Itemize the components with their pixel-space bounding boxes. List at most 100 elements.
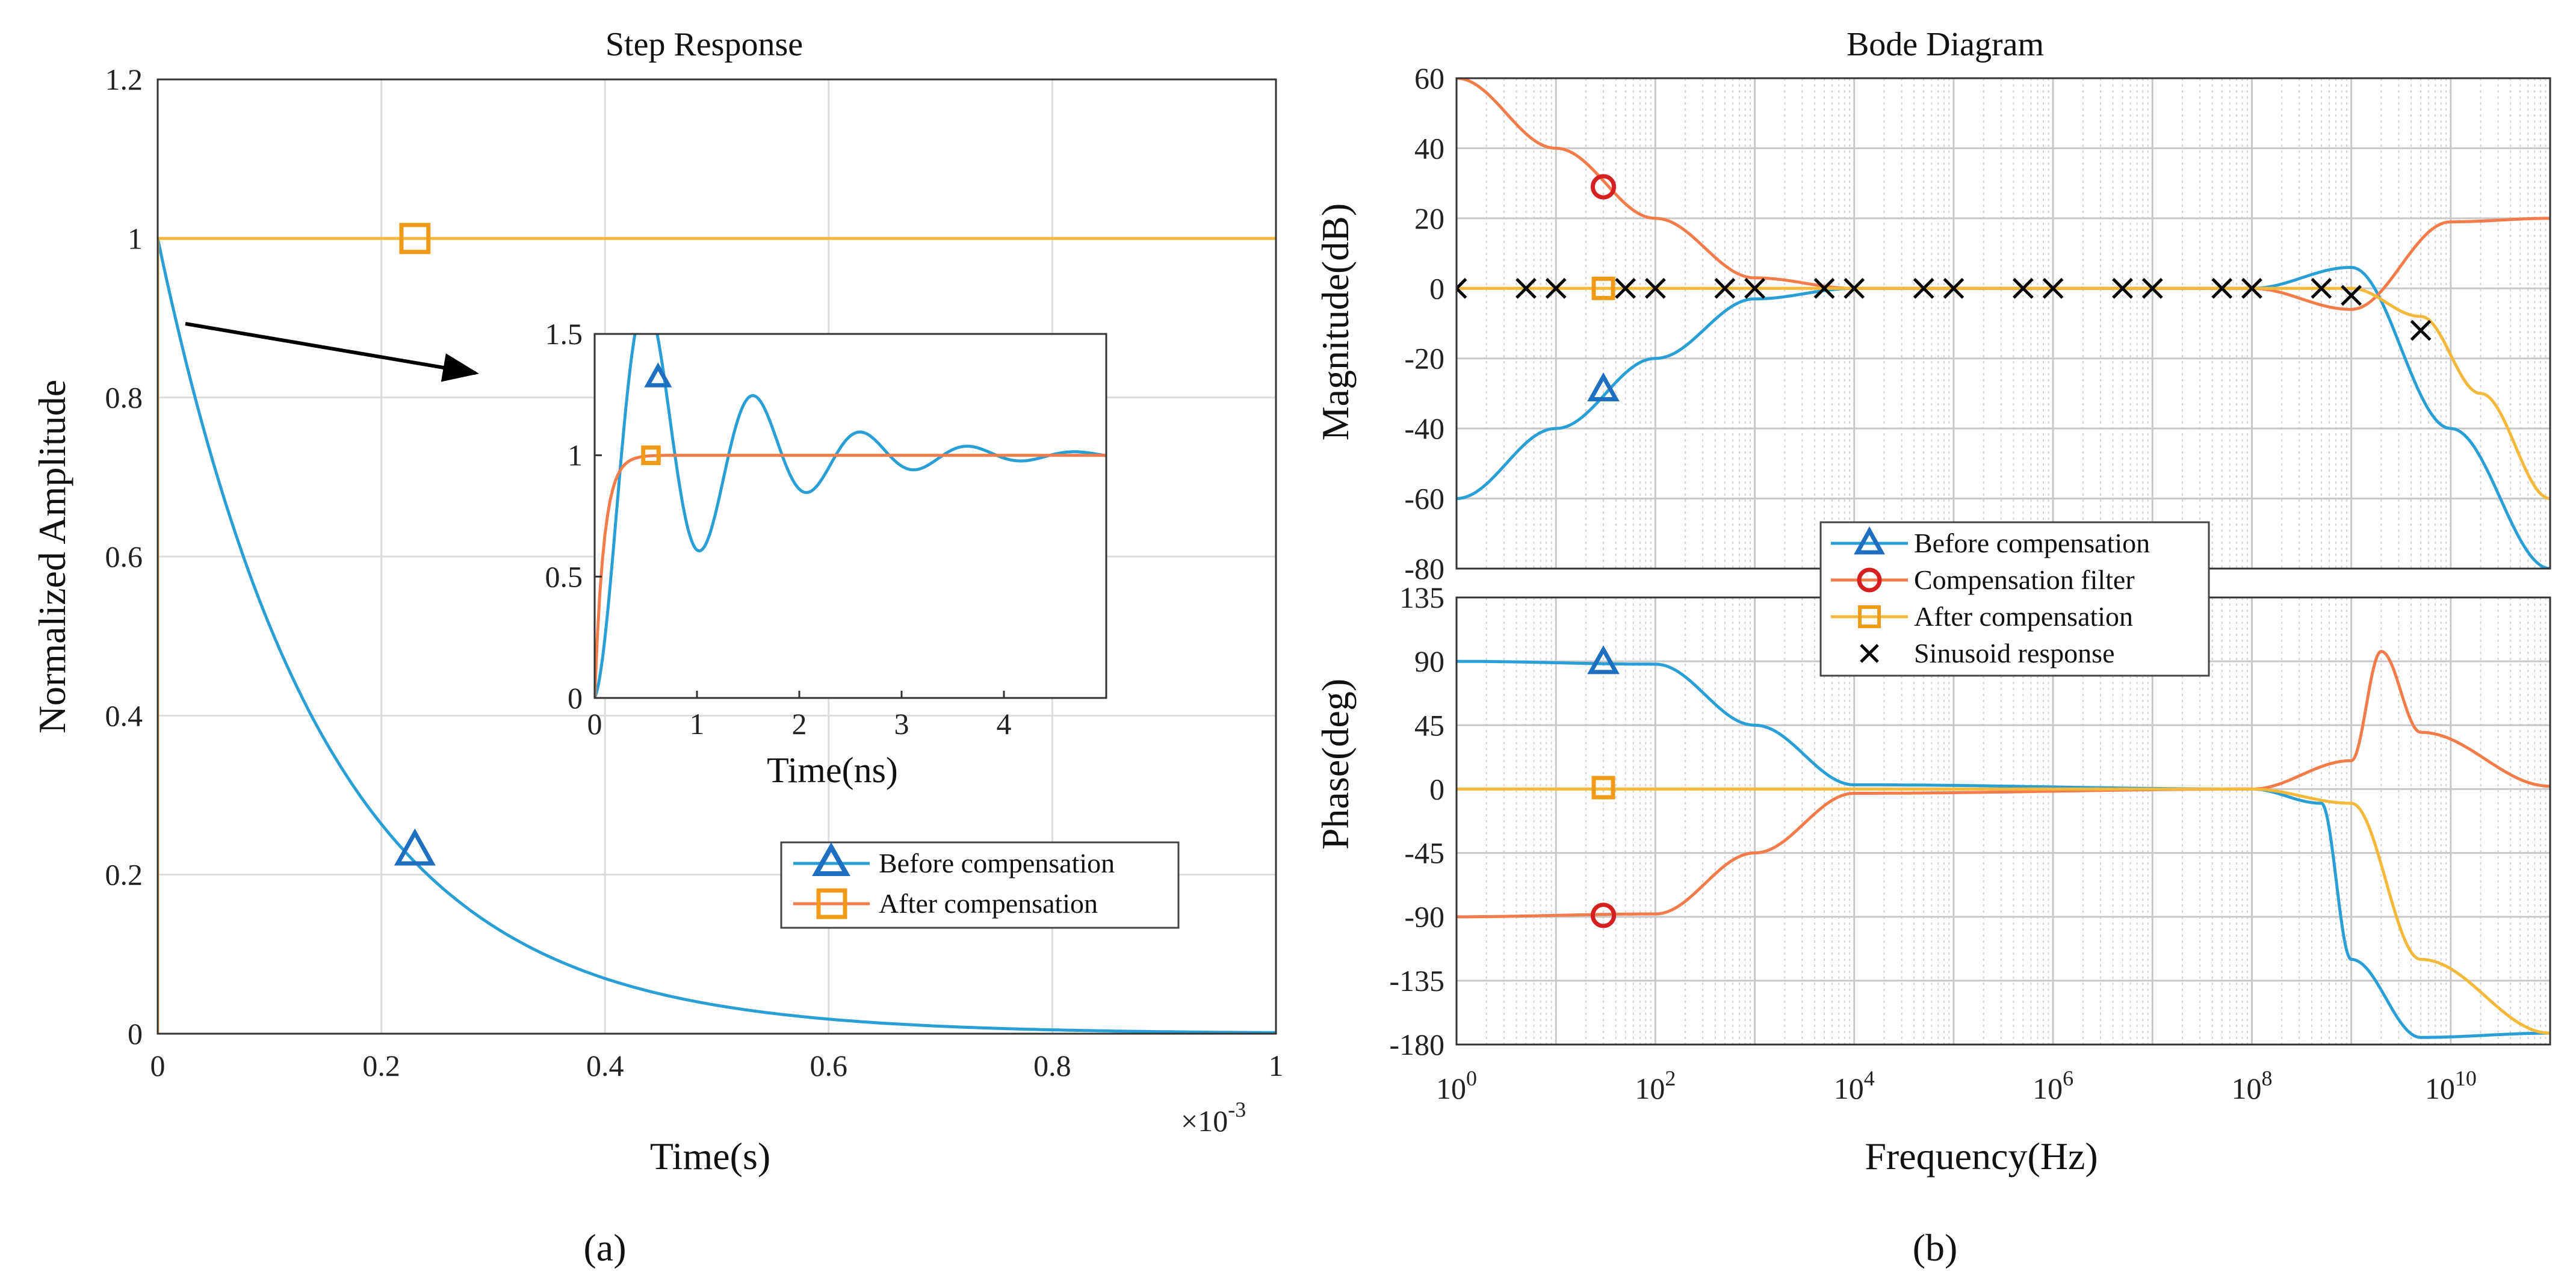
step-inset: 0 1 2 3 4 0 0.5 1 1.5 Time(ns): [545, 317, 1107, 790]
sinusoid-marker: [2241, 277, 2262, 299]
sinusoid-marker: [1457, 277, 1467, 299]
before-marker: [394, 828, 436, 866]
inset-xlabel: Time(ns): [767, 750, 898, 790]
x-tick-label: 108: [2231, 1066, 2272, 1105]
step-series: [158, 223, 1276, 1034]
magnitude-after-marker: [1591, 276, 1615, 300]
magnitude-filter-marker: [1590, 174, 1617, 200]
step-plot-frame: [156, 78, 1277, 1035]
sinusoid-marker: [2013, 277, 2034, 299]
y-tick-label: 0.4: [105, 699, 143, 732]
inset-x-tick-label: 1: [690, 707, 705, 741]
legend-triangle-marker: [812, 842, 850, 876]
sinusoid-marker: [2211, 277, 2233, 299]
sinusoid-marker: [1714, 277, 1736, 299]
inset-y-tick-label: 0: [568, 681, 583, 715]
sinusoid-marker: [1913, 277, 1934, 299]
bode-legend-after: After compensation: [1914, 601, 2133, 632]
sinusoid-marker: [2311, 277, 2332, 299]
bode-legend: Before compensation Compensation filter …: [1819, 521, 2210, 677]
inset-x-tick-label: 3: [894, 707, 909, 741]
inset-series: [595, 334, 1106, 698]
step-response-chart: Step Response 0 0.2 0.4 0.6 0.8 1 0 0.2 0.4 0.6 0.…: [31, 26, 1284, 1177]
sinusoid-marker: [2141, 277, 2163, 299]
sinusoid-marker: [1813, 277, 1835, 299]
bode-legend-triangle: [1854, 526, 1885, 555]
bode-legend-filter: Compensation filter: [1914, 564, 2135, 595]
step-title: Step Response: [605, 26, 803, 63]
sinusoid-marker: [1615, 277, 1636, 299]
y-tick-label: -80: [1404, 552, 1444, 585]
sinusoid-marker: [2410, 319, 2432, 341]
inset-after-marker: [641, 445, 661, 465]
step-x-multiplier: ×10-3: [1181, 1097, 1246, 1138]
inset-x-tick-label: 2: [792, 707, 807, 741]
inset-y-tick-label: 1: [568, 439, 583, 472]
magnitude-ylabel: Magnitude(dB): [1314, 203, 1357, 441]
magnitude-before-marker: [1587, 372, 1620, 402]
y-tick-label: -60: [1404, 482, 1444, 516]
x-tick-label: 0: [150, 1049, 166, 1082]
y-tick-label: -135: [1389, 964, 1444, 998]
phase-before-marker: [1587, 645, 1620, 674]
x-tick-label: 106: [2033, 1066, 2073, 1105]
y-tick-label: 0: [128, 1017, 143, 1051]
sinusoid-marker: [1545, 277, 1567, 299]
y-tick-label: -90: [1404, 900, 1444, 934]
magnitude-after-line: [1457, 286, 2550, 501]
sinusoid-marker: [1844, 277, 1865, 299]
inset-y-tick-label: 1.5: [545, 317, 583, 351]
step-legend: Before compensation After compensation: [780, 841, 1180, 929]
bode-legend-x: [1860, 644, 1879, 663]
y-tick-label: -40: [1404, 412, 1444, 445]
x-tick-exponent: 0: [1466, 1066, 1477, 1090]
sinusoid-marker: [2042, 277, 2064, 299]
panel-b-label-text: (b): [1913, 1226, 1958, 1269]
y-tick-label: 135: [1399, 581, 1444, 614]
x-tick-label: 0.6: [810, 1049, 848, 1082]
inset-x-tick-label: 0: [587, 707, 602, 741]
magnitude-grid: [1455, 77, 2550, 570]
phase-ylabel: Phase(deg): [1314, 679, 1357, 850]
after-compensation-line: [158, 236, 1276, 1034]
x-tick-label: 0.4: [586, 1049, 624, 1082]
phase-series: [1457, 645, 2550, 1039]
x-tick-base: 10: [2425, 1072, 2455, 1105]
y-tick-label: -45: [1404, 836, 1444, 870]
y-tick-label: -20: [1404, 342, 1444, 375]
inset-ticks: 0 1 2 3 4 0 0.5 1 1.5: [545, 317, 1012, 741]
step-zoom-arrow: [185, 322, 479, 382]
y-tick-label: 1.2: [105, 63, 143, 96]
bode-title: Bode Diagram: [1847, 26, 2044, 63]
y-tick-label: -180: [1389, 1028, 1444, 1061]
sinusoid-marker: [2341, 285, 2362, 306]
phase-filter-marker: [1590, 903, 1617, 928]
x-tick-base: 10: [1635, 1072, 1665, 1105]
step-legend-after: After compensation: [879, 888, 1098, 919]
x-tick-base: 10: [2231, 1072, 2261, 1105]
inset-frame: [593, 333, 1107, 699]
before-compensation-line: [158, 238, 1276, 1034]
panel-a-label: (a): [583, 1226, 626, 1269]
x-tick-exponent: 4: [1864, 1066, 1875, 1090]
sinusoid-marker: [1644, 277, 1666, 299]
y-tick-label: 0.6: [105, 540, 143, 573]
bode-xlabel: Frequency(Hz): [1865, 1135, 2098, 1177]
panel-b-label: (b): [1913, 1226, 1958, 1269]
x-tick-exponent: 10: [2455, 1066, 2477, 1090]
x-tick-label: 0.8: [1033, 1049, 1071, 1082]
y-tick-label: 60: [1414, 61, 1444, 95]
bode-legend-circle: [1857, 567, 1882, 593]
x-tick-label: 1: [1269, 1049, 1284, 1082]
x-tick-label: 100: [1436, 1066, 1477, 1105]
bode-legend-sinusoid: Sinusoid response: [1914, 638, 2115, 668]
magnitude-frame: [1455, 77, 2551, 570]
y-tick-label: 0.8: [105, 381, 143, 415]
y-tick-label: 0: [1429, 772, 1444, 806]
step-ticks: 0 0.2 0.4 0.6 0.8 1 0 0.2 0.4 0.6 0.8 1 1.2: [105, 63, 1284, 1082]
x-tick-label: 1010: [2425, 1066, 2477, 1105]
panel-a-label-text: (a): [583, 1226, 626, 1269]
